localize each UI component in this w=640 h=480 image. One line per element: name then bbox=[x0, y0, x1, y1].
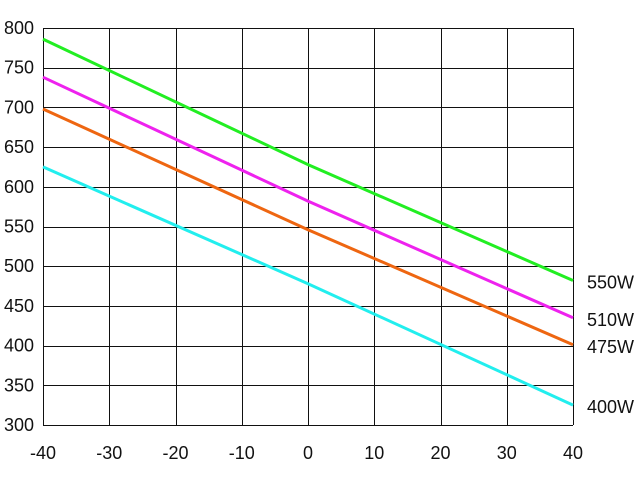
series-line-400W bbox=[42, 165, 574, 407]
grid bbox=[43, 28, 574, 426]
x-tick-label: -40 bbox=[30, 443, 56, 463]
x-tick-label: 20 bbox=[430, 443, 450, 463]
y-tick-label: 500 bbox=[4, 256, 34, 276]
series-label-510W: 510W bbox=[587, 310, 634, 330]
x-axis-ticks: -40 -30 -20 -10 0 10 20 30 40 bbox=[30, 443, 583, 463]
y-tick-label: 450 bbox=[4, 296, 34, 316]
y-tick-label: 800 bbox=[4, 18, 34, 38]
y-tick-label: 550 bbox=[4, 217, 34, 237]
series-lines bbox=[42, 37, 574, 407]
y-axis-ticks: 300 350 400 450 500 550 600 650 700 750 800 bbox=[4, 18, 34, 435]
x-tick-label: -10 bbox=[229, 443, 255, 463]
series-line-475W bbox=[42, 107, 574, 347]
y-tick-label: 650 bbox=[4, 137, 34, 157]
series-labels: 550W 510W 475W 400W bbox=[587, 272, 634, 417]
x-tick-label: 30 bbox=[497, 443, 517, 463]
series-label-550W: 550W bbox=[587, 272, 634, 292]
x-tick-label: -30 bbox=[96, 443, 122, 463]
series-label-400W: 400W bbox=[587, 397, 634, 417]
series-line-510W bbox=[42, 75, 574, 320]
x-tick-label: 40 bbox=[563, 443, 583, 463]
y-tick-label: 700 bbox=[4, 97, 34, 117]
y-tick-label: 750 bbox=[4, 58, 34, 78]
y-tick-label: 350 bbox=[4, 375, 34, 395]
series-line-550W bbox=[42, 37, 574, 282]
x-tick-label: -20 bbox=[162, 443, 188, 463]
series-label-475W: 475W bbox=[587, 337, 634, 357]
y-tick-label: 300 bbox=[4, 415, 34, 435]
y-tick-label: 600 bbox=[4, 177, 34, 197]
x-tick-label: 0 bbox=[303, 443, 313, 463]
y-tick-label: 400 bbox=[4, 336, 34, 356]
x-tick-label: 10 bbox=[364, 443, 384, 463]
